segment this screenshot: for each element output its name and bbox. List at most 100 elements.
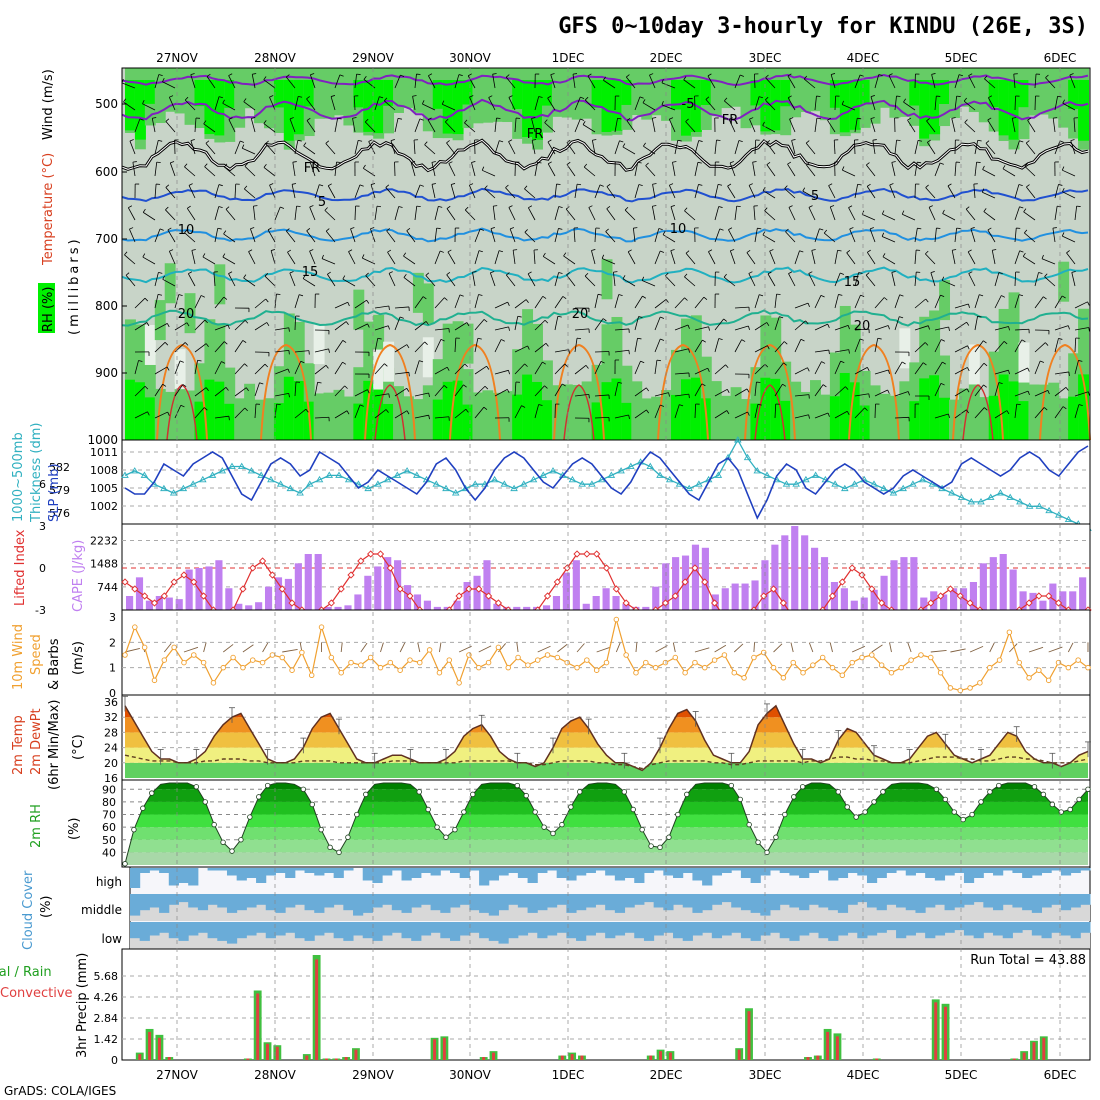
wind-barb xyxy=(787,75,796,89)
wind-barb xyxy=(854,74,861,89)
wind-barb xyxy=(524,229,528,233)
wind-barb xyxy=(174,405,182,419)
wind-barb xyxy=(270,250,276,265)
wind-barb xyxy=(787,97,796,111)
wind-barb xyxy=(694,140,700,155)
wind-barb xyxy=(857,183,862,186)
wind-barb xyxy=(265,298,269,303)
wind-barb xyxy=(934,228,937,243)
wind-barb xyxy=(1054,295,1063,309)
wind-barb xyxy=(204,319,208,324)
cloud-bar xyxy=(285,868,296,878)
wind-barb xyxy=(854,393,869,397)
wind-barb xyxy=(834,95,836,111)
cloud-bar xyxy=(178,922,189,941)
wind10-point xyxy=(446,657,453,663)
wind-barb xyxy=(490,227,495,229)
rh-band xyxy=(710,381,722,440)
rh-band xyxy=(591,402,603,440)
wind-barb xyxy=(413,140,416,155)
wind-barb xyxy=(1069,73,1074,76)
wind10-barb xyxy=(714,644,727,653)
wind-barb xyxy=(129,140,136,155)
wind-barb xyxy=(594,394,609,397)
wind-barb xyxy=(325,143,336,155)
rh-band xyxy=(879,393,891,440)
wind-barb xyxy=(914,325,929,331)
wind-barb xyxy=(882,256,896,265)
wind10-point xyxy=(593,667,600,673)
wind-barb xyxy=(1019,250,1024,253)
wind-barb xyxy=(287,249,292,253)
rh2m-point xyxy=(532,809,538,815)
cloud-bar xyxy=(256,894,267,905)
wind-barb xyxy=(774,383,783,397)
wind-barb xyxy=(1034,74,1037,89)
wind-barb xyxy=(888,73,893,76)
wind-barb xyxy=(446,208,456,221)
wind-barb xyxy=(917,161,922,164)
wind-barb xyxy=(934,413,949,419)
wind-barb xyxy=(370,228,376,243)
cloud-bar xyxy=(624,922,635,933)
wind-barb xyxy=(454,363,466,375)
rh-band xyxy=(174,382,186,440)
wind-barb xyxy=(182,384,187,388)
wind-barb xyxy=(974,362,985,375)
precip-conv-bar xyxy=(167,1057,171,1060)
wind10-barb xyxy=(516,642,519,653)
wind-barb xyxy=(334,340,344,353)
bottom-date-label: 4DEC xyxy=(847,1068,880,1082)
wind-barb xyxy=(414,321,427,331)
rh-band xyxy=(1048,382,1060,440)
wind-barb xyxy=(974,316,978,331)
rh2m-point xyxy=(523,792,529,799)
wind-barb xyxy=(994,272,1000,287)
wind-barb xyxy=(394,387,407,397)
thickness-point xyxy=(549,467,557,474)
wind-barb xyxy=(367,323,370,328)
wind-barb xyxy=(543,256,556,265)
wind-barb xyxy=(614,349,629,353)
precip-conv-bar xyxy=(1032,1042,1036,1060)
upper-y-tick: 700 xyxy=(95,232,118,246)
wind-barb xyxy=(194,360,198,375)
wind10-point xyxy=(829,664,836,671)
wind-barb xyxy=(785,228,789,233)
wind-barb xyxy=(622,143,626,148)
wind-barb xyxy=(914,162,918,177)
cape-bar xyxy=(890,560,898,610)
cloud-bar xyxy=(226,894,238,913)
wind-barb xyxy=(490,228,496,243)
contour-30 xyxy=(374,384,406,441)
thickness-point xyxy=(607,471,616,478)
cloud-bar xyxy=(362,922,373,939)
wind-barb xyxy=(966,321,970,326)
wind-barb xyxy=(264,363,269,368)
rh-band xyxy=(1008,80,1020,140)
wind-barb xyxy=(222,253,226,258)
rh2m-point xyxy=(345,834,351,840)
wind-barb xyxy=(734,411,748,419)
rh-band xyxy=(919,80,931,139)
wind-barb xyxy=(446,140,450,144)
cloud-bar xyxy=(508,894,519,905)
wind10-barb xyxy=(635,642,638,653)
wind-barb xyxy=(934,326,949,331)
cloud-bar xyxy=(1002,894,1013,905)
wind-barb xyxy=(634,162,639,177)
wind-barb xyxy=(641,280,656,287)
wind-barb xyxy=(514,363,525,375)
cloud-bar xyxy=(382,894,393,905)
rh-band xyxy=(512,394,524,440)
rh2m-point xyxy=(318,826,324,833)
wind-barb xyxy=(291,184,296,199)
rh-band xyxy=(383,80,395,106)
cape-bar xyxy=(950,588,958,610)
wind-barb xyxy=(385,184,390,188)
wind-barb xyxy=(565,208,576,221)
rh-band xyxy=(234,398,246,440)
cloud-bar xyxy=(304,868,315,873)
wind10-barb xyxy=(672,642,676,653)
wind-barb xyxy=(514,345,528,353)
